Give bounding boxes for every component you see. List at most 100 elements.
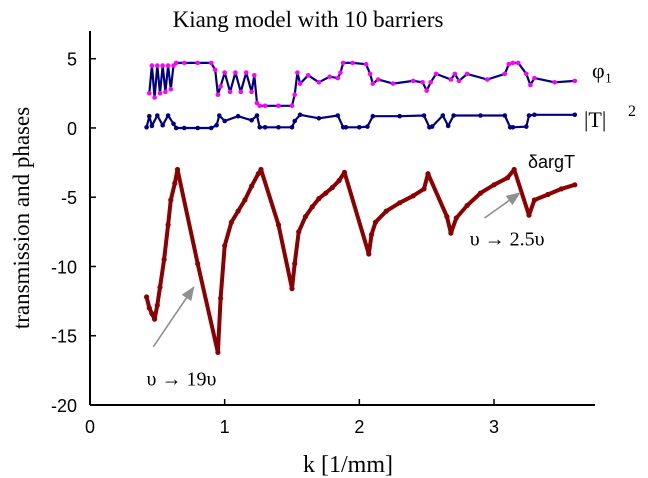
data-point [338, 70, 343, 75]
data-point [410, 78, 416, 84]
data-point [174, 166, 181, 173]
darg-series [144, 166, 578, 355]
data-point [214, 122, 219, 128]
data-point [233, 70, 238, 75]
data-point [297, 81, 303, 86]
data-point [149, 311, 155, 317]
data-point [528, 82, 533, 88]
data-point [173, 125, 179, 131]
data-point [515, 60, 521, 66]
data-point [215, 92, 221, 97]
data-point [262, 125, 268, 130]
data-point [292, 118, 298, 124]
data-point [218, 295, 224, 301]
data-point [292, 261, 298, 267]
data-point [343, 125, 349, 130]
data-point [453, 215, 459, 221]
data-point [215, 349, 221, 355]
data-point [491, 182, 497, 188]
data-point [329, 184, 335, 191]
data-point [208, 60, 214, 66]
data-point [182, 125, 187, 131]
data-point [195, 125, 200, 131]
data-point [292, 92, 298, 97]
data-point [383, 208, 389, 214]
data-point [316, 116, 322, 121]
data-point [296, 229, 302, 235]
data-point [545, 191, 551, 198]
data-point [366, 251, 372, 257]
data-point [316, 80, 322, 85]
data-point [510, 125, 516, 130]
data-point [477, 190, 484, 196]
data-point [147, 113, 152, 119]
data-point [249, 118, 254, 123]
y-tick-label: -20 [51, 396, 77, 416]
data-point [397, 113, 403, 119]
data-point [222, 70, 227, 75]
data-point [335, 75, 341, 81]
x-tick-label: 3 [489, 417, 499, 437]
x-axis-label: k [1/mm] [303, 452, 393, 478]
data-point [502, 71, 508, 77]
data-point [243, 70, 249, 75]
y-tick-label: -5 [61, 188, 77, 208]
data-point [165, 63, 171, 68]
data-point [511, 166, 517, 173]
data-point [367, 71, 373, 77]
series-line [144, 167, 576, 355]
data-point [305, 73, 311, 78]
data-point [238, 89, 244, 95]
t-series-superscript: 2 [628, 103, 636, 120]
data-point [428, 80, 434, 85]
data-point [429, 124, 435, 129]
data-point [420, 80, 425, 85]
data-point [222, 243, 228, 249]
y-axis-label: transmission and phases [9, 107, 34, 329]
data-point [357, 125, 362, 130]
data-point [275, 222, 282, 228]
data-point [510, 60, 516, 66]
data-point [390, 81, 396, 86]
data-point [218, 84, 223, 89]
data-point [531, 197, 538, 203]
data-point [410, 193, 416, 199]
data-point [448, 230, 454, 236]
data-point [572, 112, 578, 118]
data-point [242, 197, 248, 203]
annotation-label: υ → 2.5υ [470, 229, 545, 251]
data-point [552, 80, 557, 85]
data-point [168, 197, 174, 203]
data-point [257, 103, 263, 109]
data-point [228, 219, 234, 225]
x-tick-label: 1 [220, 417, 230, 437]
data-point [524, 124, 529, 129]
data-point [144, 294, 150, 300]
y-tick-label: 0 [67, 119, 77, 139]
t-series-label: |T| [584, 107, 606, 132]
data-point [433, 71, 439, 77]
data-point [502, 113, 508, 118]
data-point [182, 60, 187, 66]
data-point [451, 113, 456, 118]
data-point [445, 123, 451, 129]
data-point [146, 305, 152, 311]
data-point [456, 78, 462, 84]
data-point [254, 113, 260, 118]
data-point [163, 89, 168, 95]
data-point [147, 91, 152, 96]
data-point [144, 125, 149, 130]
data-point [195, 261, 201, 267]
data-point [168, 86, 174, 92]
data-point [160, 122, 165, 128]
data-point [464, 202, 470, 209]
data-point [316, 196, 322, 202]
y-tick-label: -10 [51, 257, 77, 277]
data-point [173, 60, 179, 66]
data-point [157, 91, 163, 96]
data-point [154, 302, 160, 308]
data-point [289, 103, 295, 109]
data-point [336, 178, 342, 184]
data-point [440, 113, 446, 118]
data-point [152, 95, 157, 100]
